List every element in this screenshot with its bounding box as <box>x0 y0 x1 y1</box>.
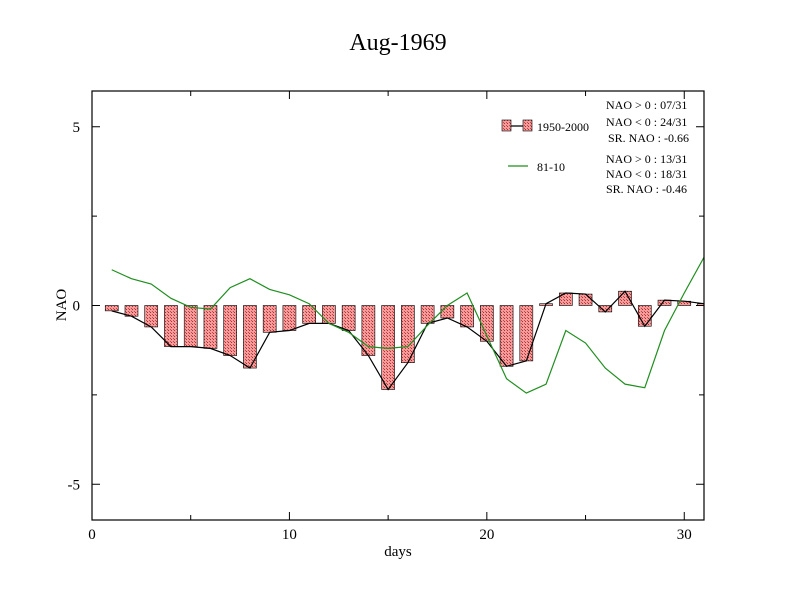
bar-day-21 <box>499 305 514 367</box>
bar-day-3 <box>144 305 159 328</box>
bar-day-1 <box>104 305 119 312</box>
legend-label-81-10: 81-10 <box>537 160 565 174</box>
bar-day-5 <box>183 305 198 347</box>
x-tick-label-30: 30 <box>677 527 692 543</box>
bar-day-4 <box>164 305 178 347</box>
legend-swatch-bar <box>501 119 512 132</box>
bar-day-14 <box>361 305 376 356</box>
bar-day-6 <box>203 305 218 349</box>
stat-nao-negative-1950-2000: NAO < 0 : 24/31 <box>606 115 687 129</box>
stats-annotations: NAO > 0 : 07/31 NAO < 0 : 24/31 SR. NAO … <box>606 98 689 196</box>
x-tick-label-20: 20 <box>479 527 494 543</box>
bar-day-28 <box>637 305 652 327</box>
stat-nao-negative-81-10: NAO < 0 : 18/31 <box>606 167 687 181</box>
legend-label-1950-2000: 1950-2000 <box>537 120 589 134</box>
y-tick-label-0: 0 <box>73 299 81 315</box>
bar-day-25 <box>578 293 593 306</box>
stat-sr-nao-81-10: SR. NAO : -0.46 <box>606 182 687 196</box>
stat-sr-nao-1950-2000: SR. NAO : -0.66 <box>608 131 689 145</box>
chart-title: Aug-1969 <box>349 30 446 56</box>
bar-day-22 <box>519 305 534 362</box>
y-tick-label-5: 5 <box>73 120 81 136</box>
bars-layer <box>104 290 704 390</box>
bar-day-13 <box>341 305 356 331</box>
x-axis-label: days <box>384 544 412 560</box>
axis-ticks: 0 10 20 30 5 0 -5 <box>68 91 704 543</box>
legend: 1950-2000 81-10 <box>501 119 589 174</box>
bar-day-19 <box>460 305 474 328</box>
stat-nao-positive-81-10: NAO > 0 : 13/31 <box>606 152 687 166</box>
legend-item-81-10: 81-10 <box>508 160 565 174</box>
legend-swatch-bar <box>522 119 533 132</box>
lines-layer <box>111 256 704 394</box>
x-tick-label-0: 0 <box>88 527 96 543</box>
series-line-81-10 <box>111 256 704 394</box>
y-tick-label--5: -5 <box>68 477 81 493</box>
x-tick-label-10: 10 <box>282 527 297 543</box>
bar-day-31 <box>697 303 704 306</box>
series-line-1950-2000 <box>111 290 704 391</box>
bar-day-10 <box>282 305 297 331</box>
bar-day-18 <box>440 305 455 319</box>
legend-item-1950-2000: 1950-2000 <box>501 119 589 134</box>
bar-day-7 <box>223 305 237 356</box>
stat-nao-positive-1950-2000: NAO > 0 : 07/31 <box>606 98 687 112</box>
bar-day-12 <box>322 305 336 324</box>
y-axis-label: NAO <box>54 289 70 322</box>
bar-day-9 <box>262 305 277 333</box>
